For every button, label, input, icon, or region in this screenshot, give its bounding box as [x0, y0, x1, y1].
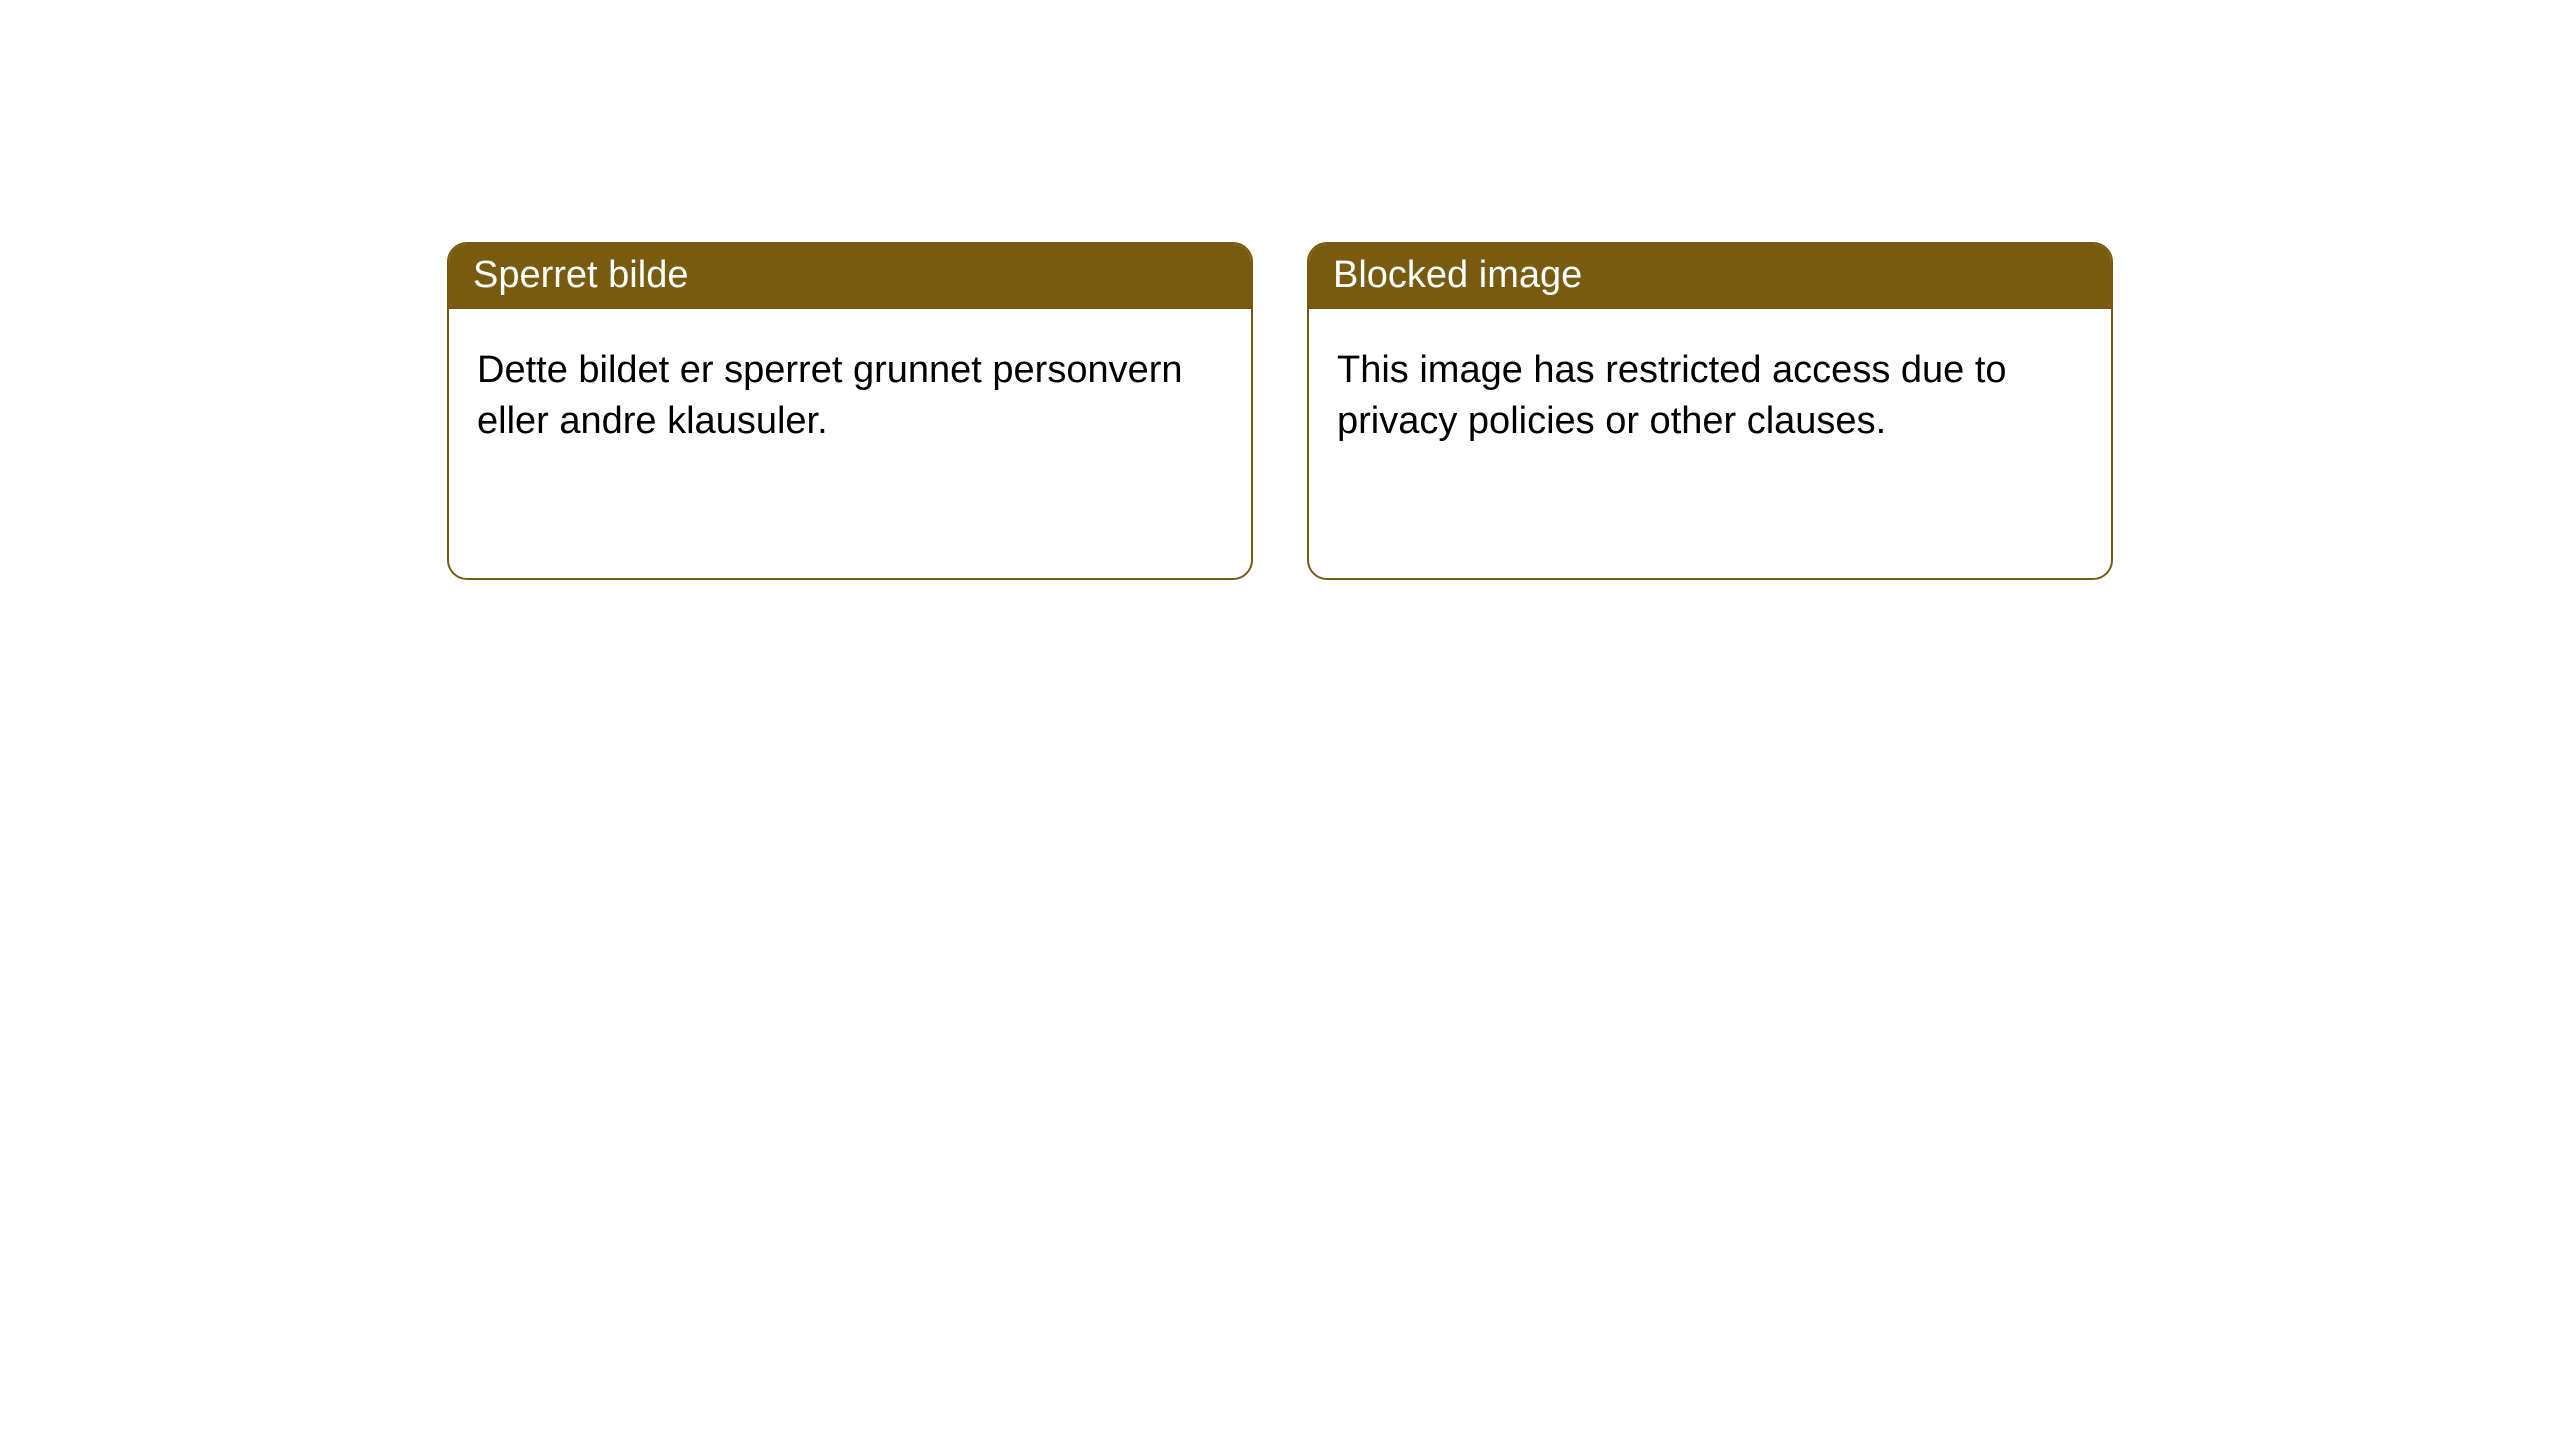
notice-card-en: Blocked image This image has restricted … [1307, 242, 2113, 580]
notice-container: Sperret bilde Dette bildet er sperret gr… [0, 0, 2560, 580]
notice-body-no: Dette bildet er sperret grunnet personve… [449, 309, 1251, 484]
notice-card-no: Sperret bilde Dette bildet er sperret gr… [447, 242, 1253, 580]
notice-title-en: Blocked image [1309, 244, 2111, 309]
notice-body-en: This image has restricted access due to … [1309, 309, 2111, 484]
notice-title-no: Sperret bilde [449, 244, 1251, 309]
